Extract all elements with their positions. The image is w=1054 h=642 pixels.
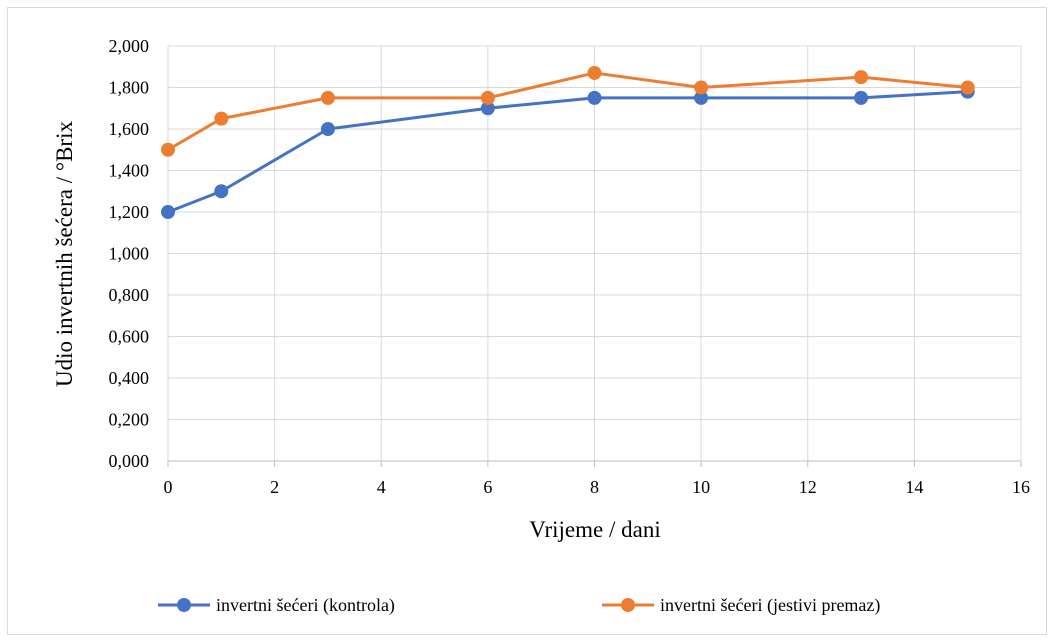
y-axis-title: Udio invertnih šećera / °Brix <box>52 121 77 387</box>
y-tick-label: 2,000 <box>109 36 150 56</box>
data-point <box>214 184 229 199</box>
legend-label: invertni šećeri (jestivi premaz) <box>660 595 880 616</box>
axes <box>167 460 1022 467</box>
data-point <box>161 205 175 219</box>
x-axis-title: Vrijeme / dani <box>529 517 660 542</box>
series-group <box>161 65 975 219</box>
legend-marker <box>177 598 191 612</box>
series-line <box>167 71 968 152</box>
legend-label: invertni šećeri (kontrola) <box>216 595 395 616</box>
y-tick-label: 0,000 <box>109 451 150 471</box>
x-tick-label: 2 <box>270 477 279 497</box>
data-point <box>587 65 602 80</box>
y-tick-label: 1,000 <box>109 244 150 264</box>
chart-frame <box>7 7 1047 635</box>
data-point <box>854 90 869 105</box>
y-tick-label: 1,800 <box>109 78 150 98</box>
data-point <box>480 90 495 105</box>
y-tick-label: 0,800 <box>109 285 150 305</box>
x-tick-label: 12 <box>799 477 817 497</box>
data-point <box>960 80 975 95</box>
y-tick-label: 0,600 <box>109 327 150 347</box>
tick-labels: 0,000 0,200 0,400 0,600 0,800 1,000 1,200 1,400… <box>109 36 1031 497</box>
x-tick-label: 14 <box>905 477 923 497</box>
y-tick-label: 1,400 <box>109 161 150 181</box>
legend: invertni šećeri (kontrola) invertni šećer… <box>158 595 880 616</box>
x-tick-label: 0 <box>164 477 173 497</box>
x-tick-label: 10 <box>692 477 710 497</box>
data-point <box>320 90 335 105</box>
data-point <box>694 90 709 105</box>
y-tick-label: 1,200 <box>109 202 150 222</box>
data-point <box>694 80 709 95</box>
y-tick-label: 0,200 <box>109 410 150 430</box>
data-point <box>854 70 869 85</box>
data-point <box>320 122 335 136</box>
y-tick-label: 1,600 <box>109 119 150 139</box>
x-tick-label: 16 <box>1012 477 1030 497</box>
data-point <box>587 90 602 105</box>
series-line <box>167 90 968 214</box>
data-point <box>161 142 175 157</box>
x-tick-label: 4 <box>377 477 386 497</box>
gridlines <box>167 45 1022 462</box>
x-tick-label: 8 <box>590 477 599 497</box>
data-point <box>480 101 495 116</box>
y-tick-label: 0,400 <box>109 368 150 388</box>
data-point <box>214 111 229 126</box>
x-tick-label: 6 <box>483 477 492 497</box>
legend-marker <box>621 598 635 612</box>
